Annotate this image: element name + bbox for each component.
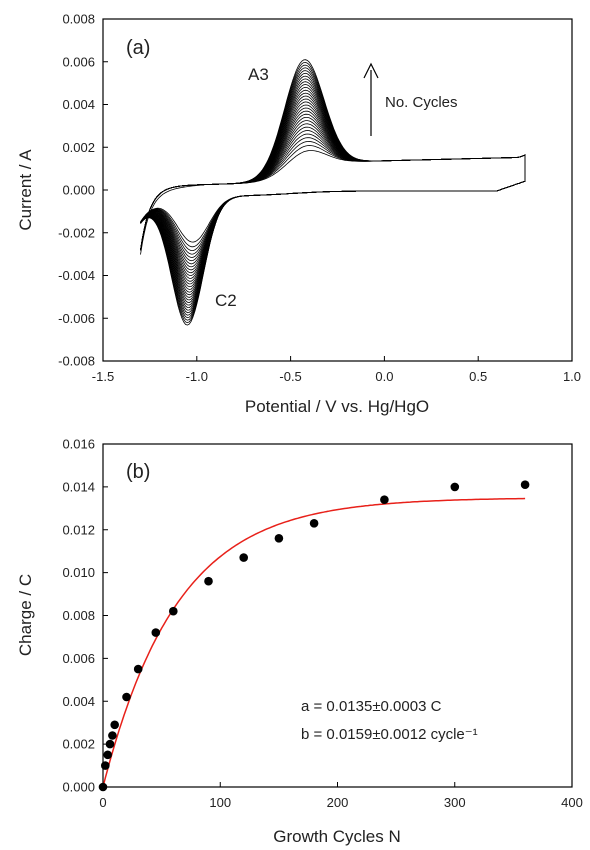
panel-b-y-tick-label: 0.006 — [62, 651, 95, 666]
panel-a-y-tick-label: -0.006 — [58, 311, 95, 326]
data-point — [101, 761, 110, 770]
panel-b-y-ticks: 0.000 0.002 0.004 0.006 0.008 0.010 0.012 0.014… — [62, 437, 108, 795]
panel-b-x-tick-label: 100 — [209, 795, 231, 810]
panel-a-x-tick-label: -0.5 — [279, 369, 301, 384]
panel-a-x-tick-label: 0.5 — [469, 369, 487, 384]
panel-b-x-tick-label: 300 — [444, 795, 466, 810]
data-point — [309, 519, 319, 528]
data-point — [110, 720, 119, 730]
panel-b-y-tick-label: 0.008 — [62, 608, 95, 623]
data-point — [105, 739, 115, 749]
panel-a-y-ticks: -0.008 -0.006 -0.004 -0.002 0.000 0.002 0.004 0… — [58, 12, 108, 369]
data-point — [108, 731, 117, 740]
panel-a-x-axis-title: Potential / V vs. Hg/HgO — [245, 397, 429, 416]
panel-a-y-tick-label: 0.008 — [62, 12, 95, 27]
panel-b-y-tick-label: 0.002 — [62, 737, 95, 752]
data-point — [151, 628, 161, 637]
panel-b-x-axis-title: Growth Cycles N — [273, 827, 401, 846]
data-point — [274, 534, 284, 543]
panel-b-label: (b) — [126, 461, 150, 483]
cv-cycle-curve — [140, 59, 526, 326]
cathodic-peak-label: C2 — [215, 291, 237, 310]
fit-curve — [102, 497, 526, 788]
panel-b-data-points — [98, 480, 530, 792]
panel-b-y-tick-label: 0.004 — [62, 694, 95, 709]
panel-a-x-tick-label: 1.0 — [563, 369, 581, 384]
panel-b-x-tick-label: 0 — [99, 795, 106, 810]
panel-a-y-tick-label: -0.004 — [58, 268, 95, 283]
panel-b-x-ticks: 0 100 200 300 400 — [99, 782, 583, 810]
cycle-direction-arrow — [363, 62, 379, 136]
cv-cycle-curve — [140, 150, 526, 255]
data-point — [122, 692, 131, 702]
data-point — [520, 480, 530, 490]
panel-b-y-tick-label: 0.014 — [62, 479, 95, 494]
panel-a-y-tick-label: 0.002 — [62, 140, 95, 155]
panel-b-x-tick-label: 400 — [561, 795, 583, 810]
data-point — [380, 495, 389, 505]
panel-a-y-tick-label: 0.000 — [62, 183, 95, 198]
panel-a-y-tick-label: -0.002 — [58, 225, 95, 240]
panel-a-y-axis-title: Current / A — [16, 149, 35, 231]
panel-b-x-tick-label: 200 — [327, 795, 349, 810]
cycle-direction-label: No. Cycles — [385, 94, 458, 111]
cv-cycle-curve — [140, 130, 526, 262]
panel-b-y-axis-title: Charge / C — [16, 574, 35, 656]
panel-a-plot-frame — [102, 18, 573, 362]
panel-a-y-tick-label: -0.008 — [58, 354, 95, 369]
panel-a-x-tick-label: 0.0 — [375, 369, 393, 384]
panel-b-y-tick-label: 0.016 — [62, 437, 95, 452]
panel-a-label: (a) — [126, 37, 150, 59]
data-point — [133, 664, 143, 674]
cv-cycle-curve — [140, 145, 526, 251]
panel-a-y-tick-label: 0.006 — [62, 54, 95, 69]
panel-a-y-tick-label: 0.004 — [62, 97, 95, 112]
panel-b-charge-vs-cycles: 0.000 0.002 0.004 0.006 0.008 0.010 0.012 0.014… — [16, 437, 583, 847]
panel-b-y-tick-label: 0.000 — [62, 780, 95, 795]
panel-a-voltammogram-curves — [140, 59, 526, 326]
data-point — [239, 553, 248, 562]
cv-cycle-curve — [140, 140, 526, 251]
cv-cycle-curve — [140, 86, 526, 301]
data-point — [204, 576, 213, 586]
data-point — [169, 606, 178, 616]
panel-a-x-ticks: -1.5 -1.0 -0.5 0.0 0.5 1.0 — [92, 356, 581, 384]
panel-a-cyclic-voltammogram: -0.008 -0.006 -0.004 -0.002 0.000 0.002 0.004 0… — [16, 12, 581, 417]
fit-parameter-b: b = 0.0159±0.0012 cycle⁻¹ — [301, 726, 478, 743]
data-point — [450, 482, 460, 492]
fit-parameter-a: a = 0.0135±0.0003 C — [301, 698, 442, 715]
anodic-peak-label: A3 — [248, 65, 269, 84]
panel-b-y-tick-label: 0.010 — [62, 565, 95, 580]
data-point — [103, 750, 112, 760]
panel-a-x-tick-label: -1.0 — [186, 369, 208, 384]
panel-a-x-tick-label: -1.5 — [92, 369, 114, 384]
panel-b-y-tick-label: 0.012 — [62, 522, 95, 537]
